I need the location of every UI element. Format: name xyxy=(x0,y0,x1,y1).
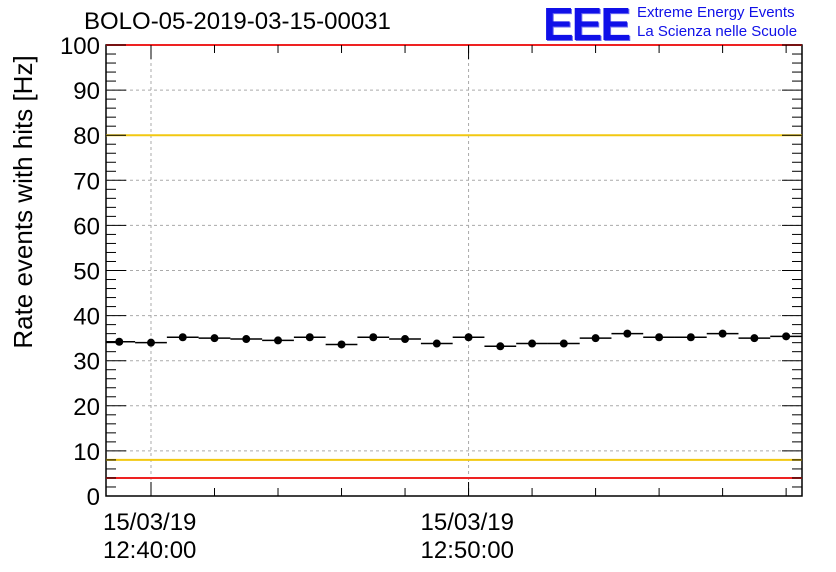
x-tick-label-date: 15/03/19 xyxy=(421,509,514,536)
reference-lines xyxy=(106,44,802,479)
y-axis: 0 10 20 30 40 50 60 70 80 90 100 xyxy=(60,33,802,511)
logo-line-2: La Scienza nelle Scuole xyxy=(637,23,798,40)
y-tick-label: 40 xyxy=(73,304,100,331)
data-point xyxy=(337,340,346,349)
y-tick-label: 80 xyxy=(73,123,100,150)
y-tick-label: 0 xyxy=(87,484,100,511)
data-point xyxy=(782,332,791,341)
data-point xyxy=(432,339,441,348)
chart-title: BOLO-05-2019-03-15-00031 xyxy=(84,8,391,35)
y-tick-label: 70 xyxy=(73,168,100,195)
y-tick-label: 100 xyxy=(60,33,100,60)
data-point xyxy=(115,337,124,346)
eee-logo: EEE xyxy=(543,0,631,50)
y-tick-label: 30 xyxy=(73,349,100,376)
data-point xyxy=(210,334,219,343)
data-point xyxy=(496,342,505,351)
data-point xyxy=(750,334,759,343)
x-tick-label-time: 12:40:00 xyxy=(103,537,196,564)
y-axis-label: Rate events with hits [Hz] xyxy=(8,55,38,349)
data-point xyxy=(305,333,314,342)
data-point xyxy=(718,329,727,338)
data-point xyxy=(464,333,473,342)
data-point xyxy=(591,334,600,343)
data-point xyxy=(146,338,155,347)
y-tick-label: 10 xyxy=(73,439,100,466)
data-point xyxy=(242,335,251,344)
logo-caption: Extreme Energy Events La Scienza nelle S… xyxy=(637,3,797,41)
data-point xyxy=(623,329,632,338)
y-tick-label: 20 xyxy=(73,394,100,421)
data-point xyxy=(655,333,664,342)
data-point xyxy=(401,335,410,344)
data-point xyxy=(528,339,537,348)
data-point xyxy=(369,333,378,342)
logo-line-1: Extreme Energy Events xyxy=(637,4,795,21)
data-point xyxy=(178,333,187,342)
grid xyxy=(106,45,802,496)
data-point xyxy=(274,336,283,345)
x-tick-label-time: 12:50:00 xyxy=(421,537,514,564)
y-tick-label: 60 xyxy=(73,213,100,240)
y-tick-label: 90 xyxy=(73,78,100,105)
data-point xyxy=(686,333,695,342)
data-point xyxy=(559,339,568,348)
y-tick-label: 50 xyxy=(73,259,100,286)
x-tick-label-date: 15/03/19 xyxy=(103,509,196,536)
data-series xyxy=(106,329,802,351)
